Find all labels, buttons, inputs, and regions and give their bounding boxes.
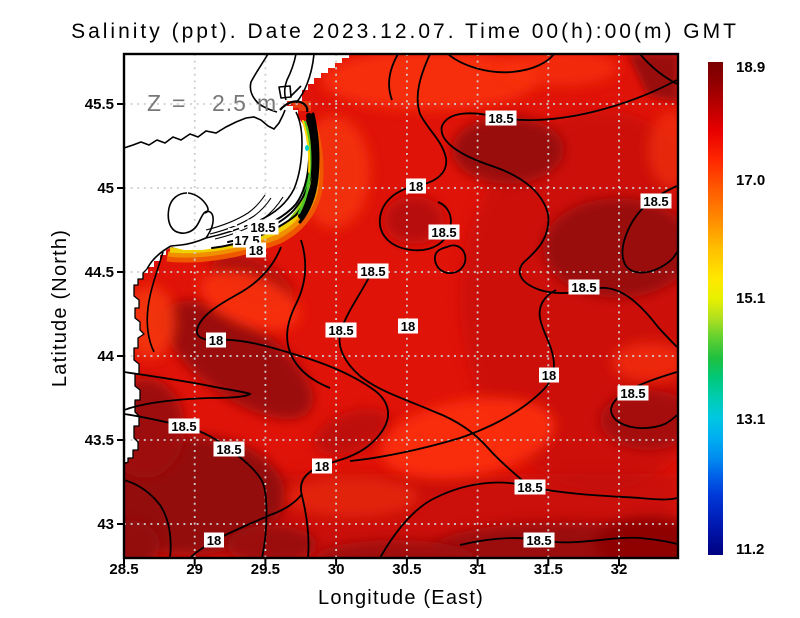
svg-text:18: 18 xyxy=(209,333,223,348)
svg-text:18: 18 xyxy=(542,368,556,383)
svg-text:32: 32 xyxy=(611,561,628,578)
svg-text:29: 29 xyxy=(186,561,203,578)
svg-text:44: 44 xyxy=(97,348,114,365)
svg-text:45.5: 45.5 xyxy=(85,96,114,113)
svg-text:11.2: 11.2 xyxy=(736,541,764,558)
svg-text:18.5: 18.5 xyxy=(171,419,196,434)
svg-text:31.5: 31.5 xyxy=(534,561,563,578)
svg-text:18: 18 xyxy=(315,459,329,474)
svg-text:43: 43 xyxy=(97,516,114,533)
svg-text:18.9: 18.9 xyxy=(736,59,765,76)
svg-text:18.5: 18.5 xyxy=(431,225,456,240)
svg-text:18.5: 18.5 xyxy=(216,442,241,457)
svg-text:18.5: 18.5 xyxy=(571,280,596,295)
svg-text:18: 18 xyxy=(401,319,415,334)
svg-text:28.5: 28.5 xyxy=(109,561,138,578)
svg-text:=: = xyxy=(172,90,185,116)
svg-text:18.5: 18.5 xyxy=(517,480,542,495)
svg-text:44.5: 44.5 xyxy=(85,264,114,281)
svg-text:29.5: 29.5 xyxy=(251,561,280,578)
svg-text:18: 18 xyxy=(249,243,263,258)
svg-text:18.5: 18.5 xyxy=(526,533,551,548)
svg-text:m: m xyxy=(257,90,276,116)
svg-text:18.5: 18.5 xyxy=(643,194,668,209)
svg-text:45: 45 xyxy=(97,180,114,197)
svg-text:31: 31 xyxy=(469,561,486,578)
svg-text:18.5: 18.5 xyxy=(620,386,645,401)
svg-text:Z: Z xyxy=(147,90,161,116)
svg-text:17.0: 17.0 xyxy=(736,172,765,189)
svg-text:18: 18 xyxy=(207,533,221,548)
svg-text:15.1: 15.1 xyxy=(736,290,765,307)
svg-text:Salinity (ppt). Date 2023.12.0: Salinity (ppt). Date 2023.12.07. Time 00… xyxy=(71,20,739,43)
svg-text:18: 18 xyxy=(409,179,423,194)
svg-text:Longitude (East): Longitude (East) xyxy=(318,587,484,609)
svg-text:18.5: 18.5 xyxy=(360,264,385,279)
svg-text:18.5: 18.5 xyxy=(488,111,513,126)
svg-text:18.5: 18.5 xyxy=(328,323,353,338)
svg-text:13.1: 13.1 xyxy=(736,411,765,428)
svg-text:30: 30 xyxy=(328,561,345,578)
svg-text:2.5: 2.5 xyxy=(212,90,247,116)
svg-text:18.5: 18.5 xyxy=(250,220,275,235)
svg-text:Latitude (North): Latitude (North) xyxy=(49,229,71,387)
svg-text:43.5: 43.5 xyxy=(85,432,114,449)
svg-text:30.5: 30.5 xyxy=(392,561,421,578)
